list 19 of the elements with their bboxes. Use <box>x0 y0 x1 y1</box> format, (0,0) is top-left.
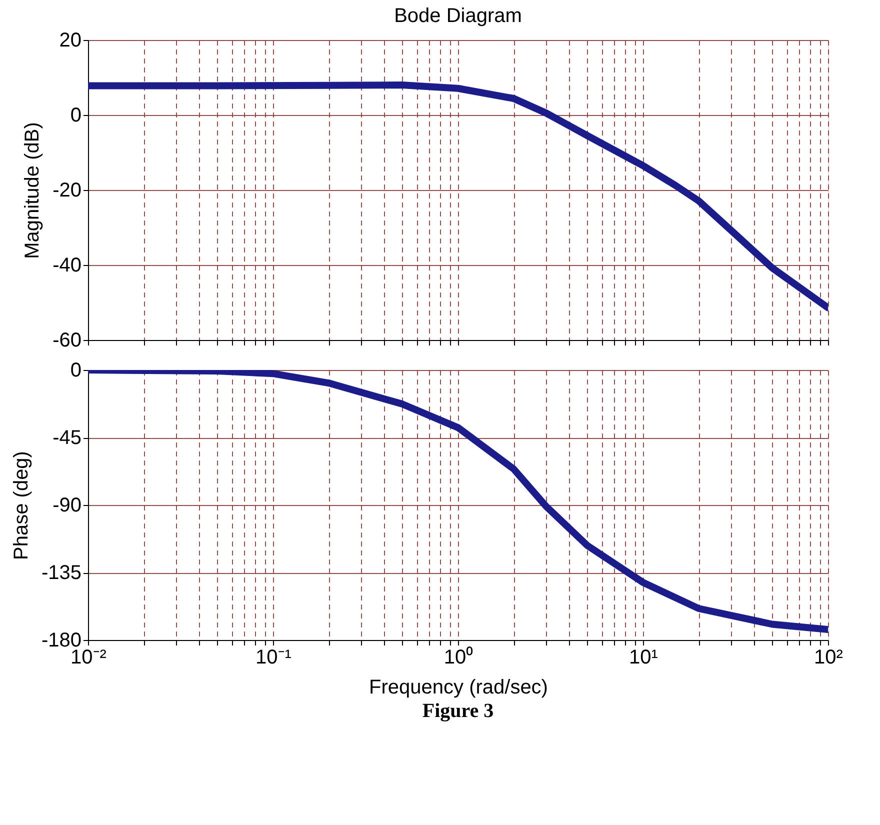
y-tick-label: -135 <box>41 562 82 584</box>
x-tick-label: 10⁻² <box>70 646 107 668</box>
x-tick-label: 10⁻¹ <box>256 646 292 668</box>
caption: Figure 3 <box>422 700 494 722</box>
y-axis-title: Magnitude (dB) <box>22 122 44 259</box>
y-tick-label: -40 <box>52 254 82 276</box>
y-tick-label: -90 <box>52 494 82 516</box>
x-axis-title: Frequency (rad/sec) <box>369 676 548 698</box>
y-tick-label: -45 <box>52 427 82 449</box>
chart-title: Bode Diagram <box>394 5 522 27</box>
x-tick-label: 10² <box>814 646 844 668</box>
y-tick-label: -60 <box>52 330 82 352</box>
y-tick-label: 0 <box>70 360 82 382</box>
x-tick-label: 10⁰ <box>444 646 474 668</box>
y-tick-label: 20 <box>59 30 82 52</box>
y-tick-label: 0 <box>70 104 82 126</box>
y-tick-label: -20 <box>52 180 82 202</box>
x-tick-label: 10¹ <box>629 646 658 668</box>
y-axis-title: Phase (deg) <box>10 451 32 560</box>
